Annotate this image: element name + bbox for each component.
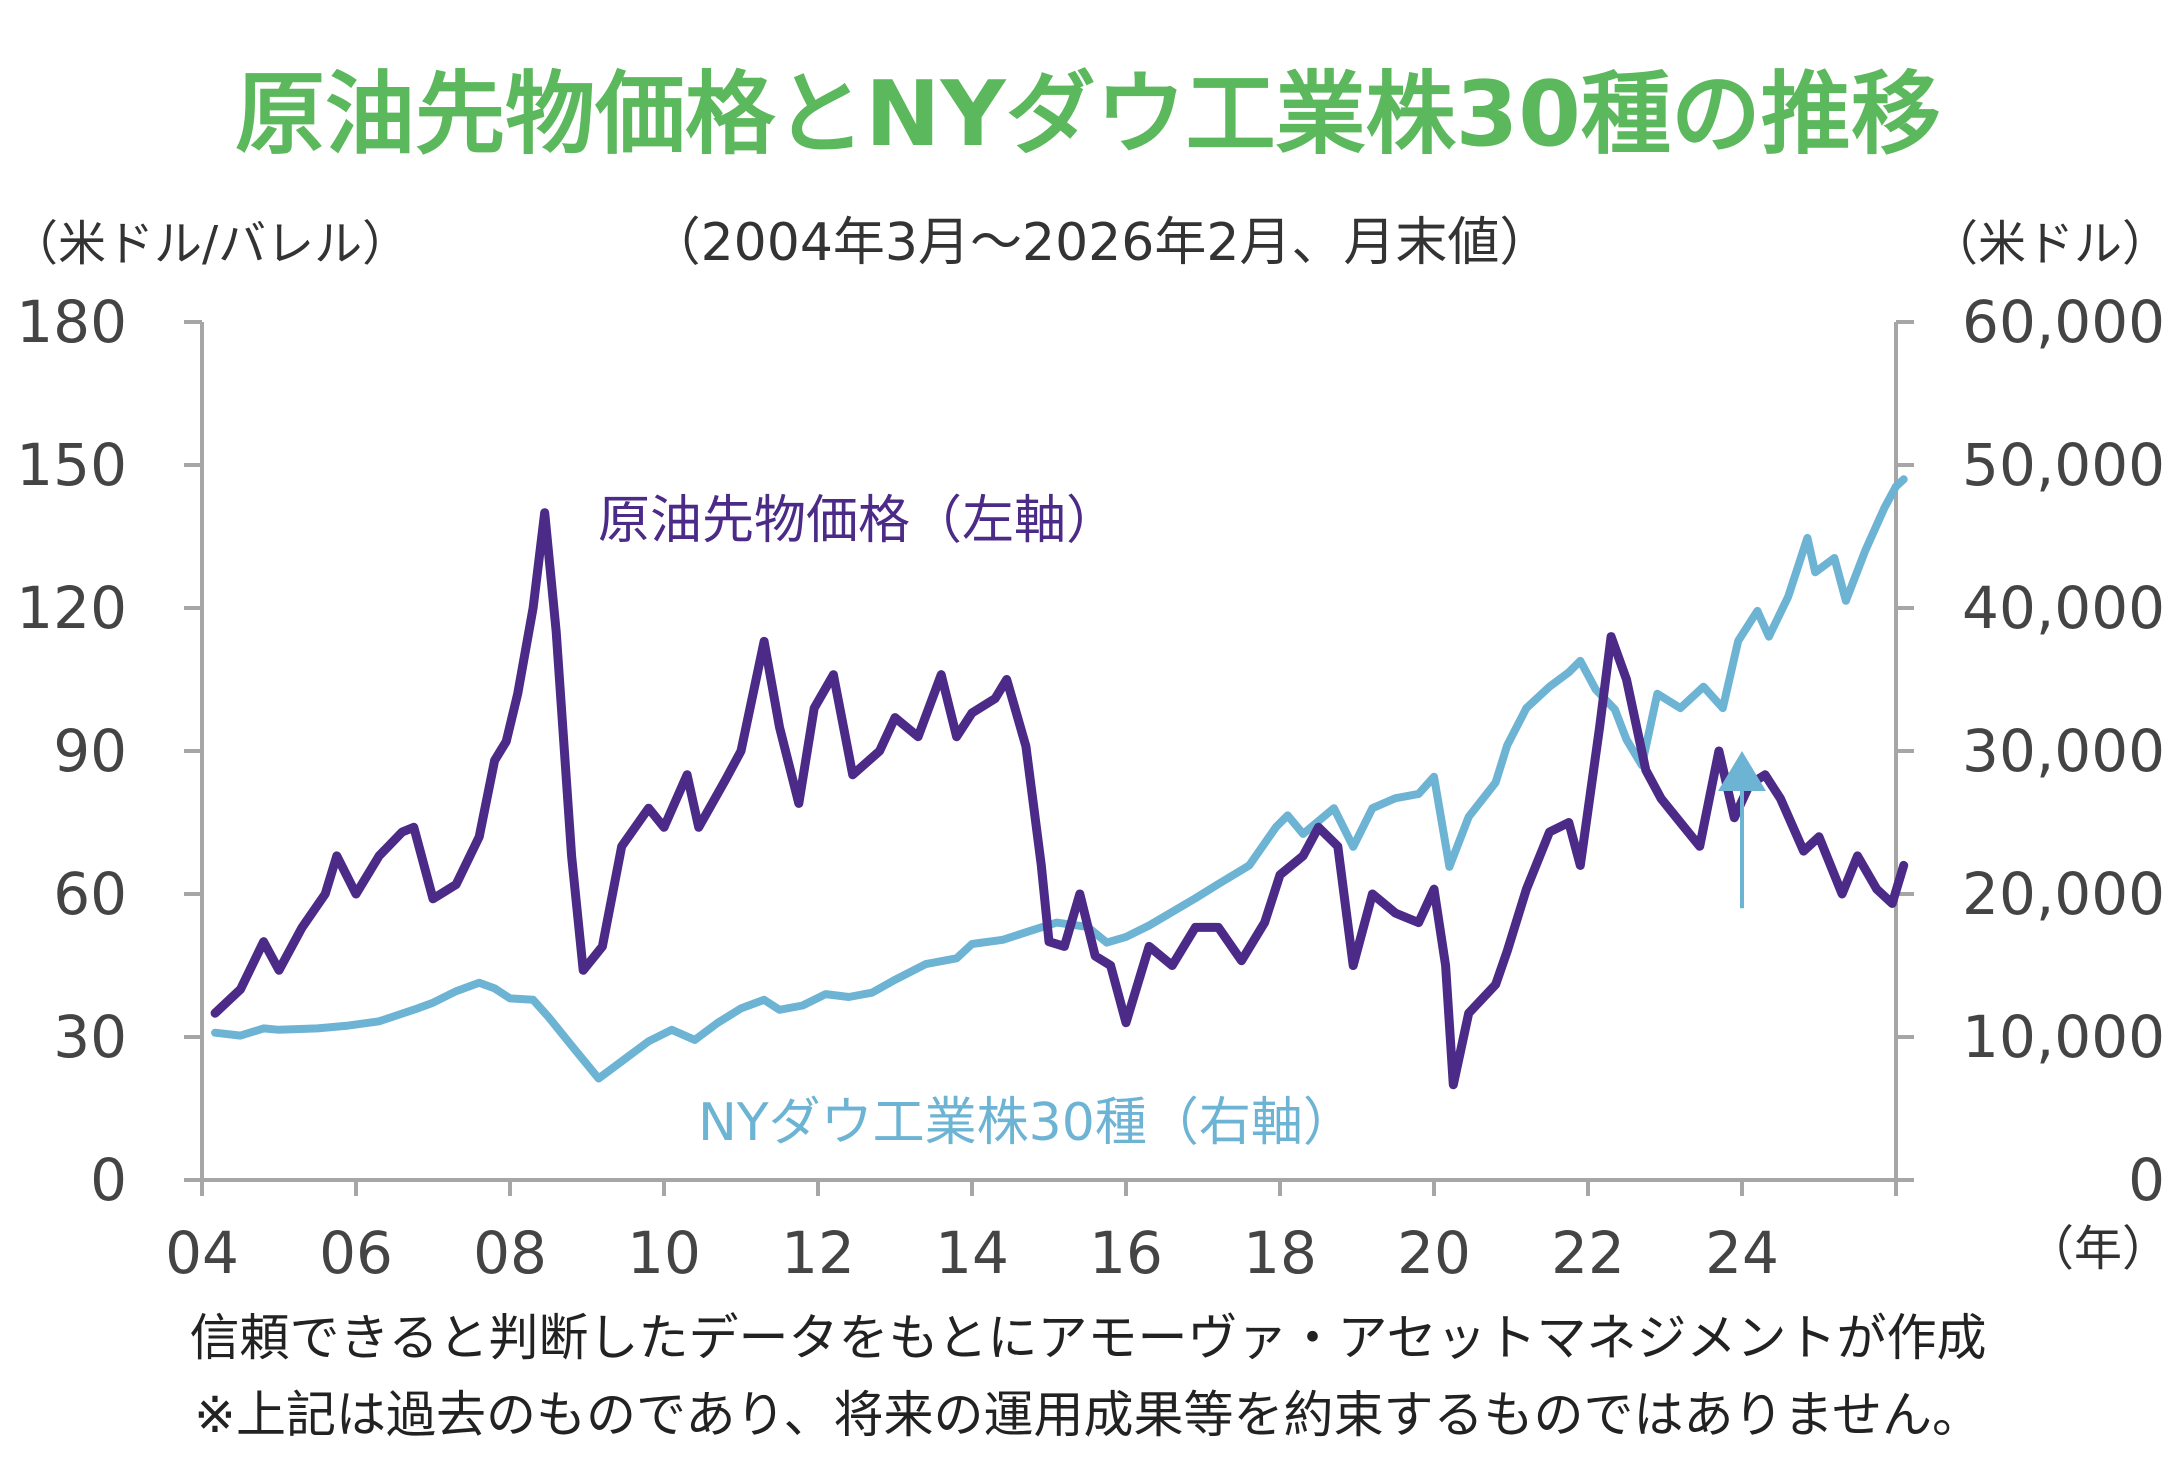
right-tick-label: 20,000 xyxy=(1962,860,2165,928)
x-tick-label: 16 xyxy=(1089,1219,1163,1287)
left-axis-ticks: 0 30 60 90 120 150 180 xyxy=(16,288,202,1214)
x-tick-label: 24 xyxy=(1705,1219,1779,1287)
x-tick-label: 14 xyxy=(935,1219,1009,1287)
x-axis-unit: （年） xyxy=(2026,1221,2170,1277)
left-tick-label: 120 xyxy=(16,574,127,642)
x-tick-label: 12 xyxy=(781,1219,855,1287)
chart-subtitle: （2004年3月～2026年2月、月末値） xyxy=(649,213,1552,273)
right-tick-label: 30,000 xyxy=(1962,717,2165,785)
left-tick-label: 0 xyxy=(90,1146,127,1214)
right-tick-label: 40,000 xyxy=(1962,574,2165,642)
right-axis-ticks: 0 10,000 20,000 30,000 40,000 50,000 60,000 xyxy=(1896,288,2165,1214)
left-tick-label: 90 xyxy=(53,717,127,785)
right-tick-label: 10,000 xyxy=(1962,1003,2165,1071)
left-axis-unit: （米ドル/バレル） xyxy=(10,216,410,272)
series-lines xyxy=(210,475,1909,1090)
left-tick-label: 180 xyxy=(16,288,127,356)
footer-note-1: 信頼できると判断したデータをもとにアモーヴァ・アセットマネジメントが作成 xyxy=(190,1309,1987,1367)
right-tick-label: 0 xyxy=(2128,1146,2165,1214)
footer-note-2: ※上記は過去のものであり、将来の運用成果等を約束するものではありません。 xyxy=(194,1386,1982,1444)
x-tick-label: 06 xyxy=(319,1219,393,1287)
x-tick-label: 20 xyxy=(1397,1219,1471,1287)
oil-price-line xyxy=(210,508,1909,1090)
left-tick-label: 30 xyxy=(53,1003,127,1071)
x-tick-label: 18 xyxy=(1243,1219,1317,1287)
annotations xyxy=(1718,751,1766,909)
dow-index-line xyxy=(211,475,1908,1083)
x-axis-ticks: 04 06 08 10 12 14 16 18 20 22 24 xyxy=(165,1180,1898,1287)
chart-title: 原油先物価格とNYダウ工業株30種の推移 xyxy=(235,62,1941,167)
left-tick-label: 60 xyxy=(53,860,127,928)
right-tick-label: 60,000 xyxy=(1962,288,2165,356)
oil-series-label: 原油先物価格（左軸） xyxy=(598,491,1118,551)
x-tick-label: 10 xyxy=(627,1219,701,1287)
right-axis-unit: （米ドル） xyxy=(1930,216,2170,272)
x-tick-label: 04 xyxy=(165,1219,239,1287)
dow-series-label: NYダウ工業株30種（右軸） xyxy=(698,1093,1355,1153)
x-tick-label: 08 xyxy=(473,1219,547,1287)
x-tick-label: 22 xyxy=(1551,1219,1625,1287)
right-tick-label: 50,000 xyxy=(1962,431,2165,499)
arrow-head xyxy=(1718,751,1766,791)
left-tick-label: 150 xyxy=(16,431,127,499)
